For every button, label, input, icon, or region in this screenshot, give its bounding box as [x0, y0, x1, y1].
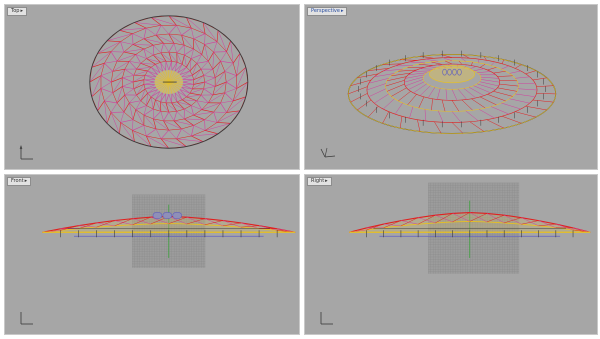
viewport-right[interactable]: Right▸: [304, 174, 598, 335]
viewport-tab-perspective[interactable]: Perspective▸: [307, 7, 348, 16]
perspective-view-canvas[interactable]: [305, 5, 597, 169]
viewport-top[interactable]: Top▸: [4, 4, 300, 170]
viewport-tab-right[interactable]: Right▸: [307, 177, 332, 186]
world-axis-icon: [20, 312, 33, 325]
dome-mesh-perspective: [347, 50, 557, 134]
viewport-perspective[interactable]: Perspective▸: [304, 4, 598, 170]
viewport-tab-top[interactable]: Top▸: [7, 7, 27, 16]
chevron-down-icon[interactable]: ▸: [325, 178, 328, 184]
chevron-down-icon[interactable]: ▸: [20, 8, 23, 14]
front-view-canvas[interactable]: [5, 175, 299, 334]
dome-mesh-right: [349, 200, 591, 258]
chevron-down-icon[interactable]: ▸: [24, 178, 28, 184]
top-view-canvas[interactable]: [5, 5, 299, 169]
viewport-front[interactable]: Front▸: [4, 174, 300, 335]
viewport-tab-label: Right: [311, 178, 325, 184]
world-axis-icon: [19, 145, 33, 160]
viewport-tab-label: Top: [11, 8, 20, 14]
world-axis-icon: [320, 312, 333, 325]
world-axis-icon: [320, 147, 336, 158]
viewport-tab-front[interactable]: Front▸: [7, 177, 32, 186]
viewport-tab-label: Front: [11, 178, 24, 184]
viewport-tab-label: Perspective: [311, 8, 340, 14]
right-view-canvas[interactable]: [305, 175, 597, 334]
chevron-down-icon[interactable]: ▸: [340, 8, 344, 14]
dome-mesh-top: [89, 15, 249, 149]
dome-mesh-front: [42, 204, 296, 258]
